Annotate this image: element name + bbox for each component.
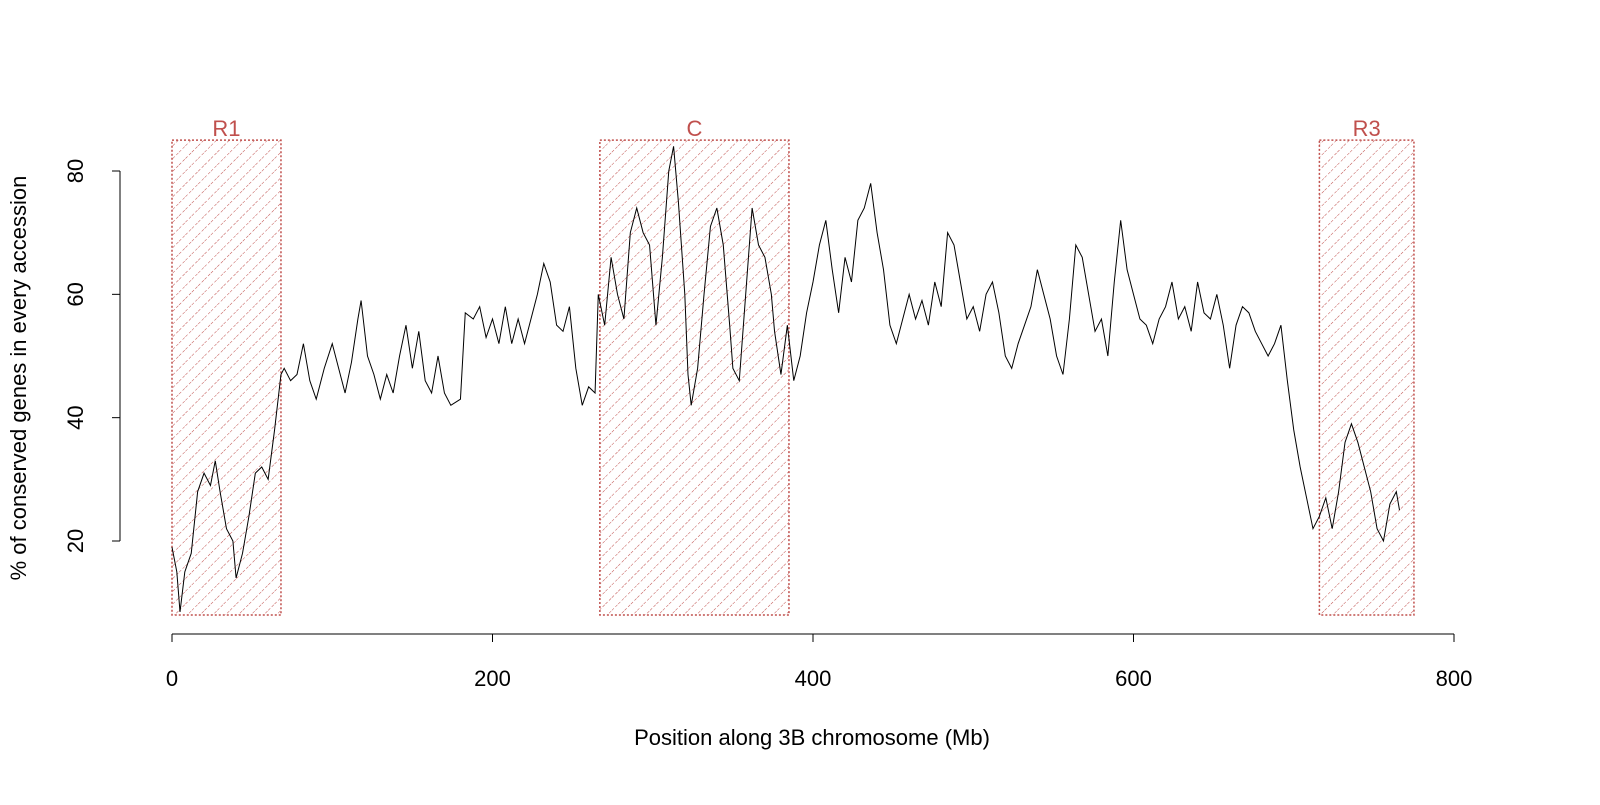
x-tick-label: 800 xyxy=(1436,666,1473,691)
region-label: R1 xyxy=(212,116,240,141)
x-tick-label: 600 xyxy=(1115,666,1152,691)
x-tick-label: 200 xyxy=(474,666,511,691)
y-tick-label: 20 xyxy=(63,529,88,553)
region xyxy=(171,139,282,616)
x-tick-label: 0 xyxy=(166,666,178,691)
y-tick-label: 60 xyxy=(63,282,88,306)
y-tick-label: 40 xyxy=(63,405,88,429)
x-tick-label: 400 xyxy=(795,666,832,691)
x-axis-label: Position along 3B chromosome (Mb) xyxy=(634,725,990,750)
y-axis-label: % of conserved genes in every accession xyxy=(6,176,31,581)
region xyxy=(1318,139,1415,616)
region-label: R3 xyxy=(1353,116,1381,141)
y-tick-label: 80 xyxy=(63,159,88,183)
region-label: C xyxy=(686,116,702,141)
data-line xyxy=(171,146,1401,612)
region xyxy=(599,139,790,616)
